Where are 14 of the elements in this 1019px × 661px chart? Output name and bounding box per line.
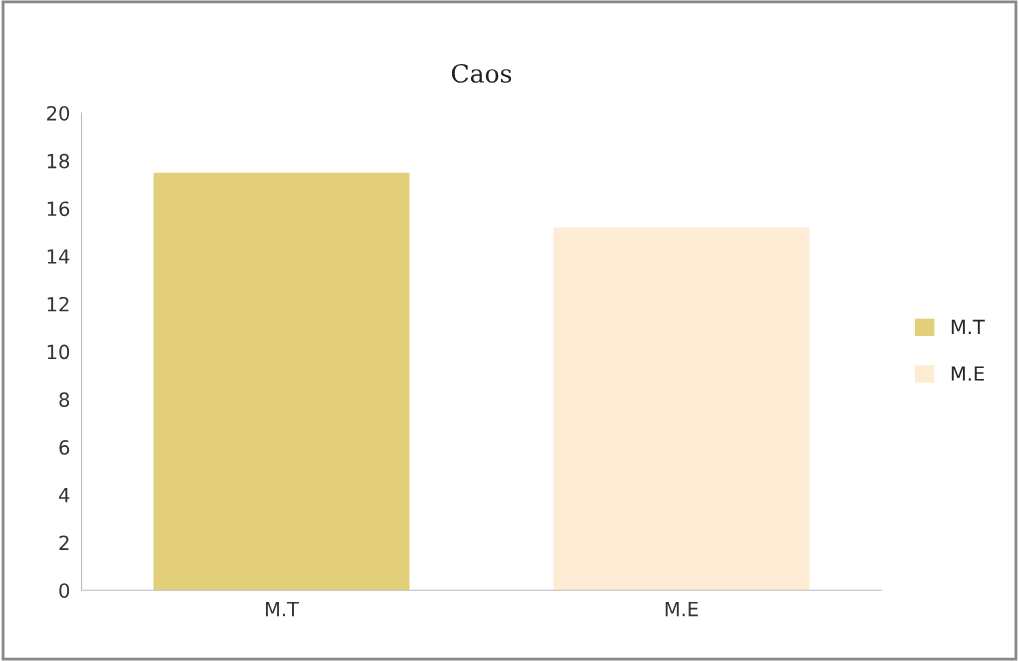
y-tick-label: 20 [47,105,70,121]
y-tick-label: 4 [58,488,70,503]
y-tick-label: 2 [59,535,69,550]
y-tick-label: 16 [47,201,70,217]
legend-label: M.E [951,366,984,381]
y-tick-label: 0 [59,583,70,598]
y-tick-label: 14 [47,249,70,264]
y-tick-label: 8 [59,392,70,408]
chart-title: Caos [451,63,512,83]
y-tick-label: 18 [47,153,70,169]
y-tick-label: 12 [47,296,69,312]
y-tick-label: 10 [47,344,70,360]
legend-label: M.T [951,319,985,334]
y-tick-label: 6 [59,440,70,455]
